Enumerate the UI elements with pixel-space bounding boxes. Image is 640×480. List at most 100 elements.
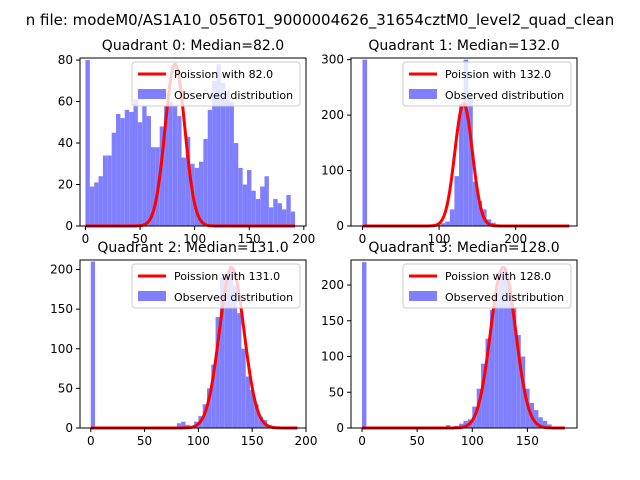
histogram-bar xyxy=(229,101,234,226)
histogram-bar xyxy=(116,114,121,226)
histogram-bar xyxy=(85,60,90,226)
histogram-bar xyxy=(142,105,147,226)
y-tick-label: 20 xyxy=(58,178,73,192)
histogram-bar xyxy=(503,267,508,428)
legend-bar-swatch xyxy=(138,291,166,301)
x-tick-label: 0 xyxy=(82,232,90,246)
histogram-bar xyxy=(281,209,287,226)
y-tick-label: 200 xyxy=(50,263,73,277)
histogram-bar xyxy=(254,404,259,428)
histogram-bar xyxy=(233,143,239,226)
histogram-bar xyxy=(516,335,521,428)
axes-frame xyxy=(350,57,578,227)
histogram-bar xyxy=(111,132,117,226)
histogram-bar xyxy=(542,420,548,428)
legend-box xyxy=(402,61,572,107)
histogram-bar xyxy=(181,157,186,226)
histogram-bar xyxy=(176,423,182,428)
histogram-bar xyxy=(507,285,512,428)
legend-label-poisson: Poission with 82.0 xyxy=(174,68,273,81)
histogram-bar xyxy=(89,186,95,226)
histogram-bar xyxy=(124,109,130,226)
histogram-bar xyxy=(255,199,261,226)
histogram-bar xyxy=(468,98,473,226)
plot-area xyxy=(361,262,566,430)
x-tick-label: 0 xyxy=(358,434,366,448)
legend-bar-swatch xyxy=(409,89,437,99)
subplot-quadrant-0: 0 50 100 150 200 0 20 40 60 80 Poission with 82.0 O… xyxy=(58,38,316,246)
legend-label-poisson: Poission with 131.0 xyxy=(174,270,280,283)
histogram-bar xyxy=(133,99,138,226)
histogram-bar xyxy=(534,410,539,428)
histogram-bar xyxy=(237,313,242,428)
histogram-bar xyxy=(251,190,256,226)
legend: Poission with 128.0 Observed distribution xyxy=(402,263,572,309)
histogram-bar xyxy=(164,105,169,226)
histogram-bar xyxy=(440,223,446,226)
histogram-bar xyxy=(241,348,246,428)
y-tick-label: 150 xyxy=(321,314,344,328)
axes-frame xyxy=(79,259,307,429)
histogram-bar xyxy=(273,199,278,226)
histogram-bar xyxy=(98,176,103,226)
legend-label-observed: Observed distribution xyxy=(445,291,564,304)
y-tick-label: 300 xyxy=(321,53,344,67)
legend-label-observed: Observed distribution xyxy=(445,89,564,102)
histogram-bar xyxy=(216,64,221,226)
legend-label-poisson: Poission with 132.0 xyxy=(445,68,551,81)
y-tick-label: 0 xyxy=(336,219,344,233)
histogram-bar xyxy=(250,389,255,428)
legend-label-poisson: Poission with 128.0 xyxy=(445,270,551,283)
y-tick-label: 200 xyxy=(321,108,344,122)
y-tick-label: 80 xyxy=(58,53,73,67)
y-tick-label: 0 xyxy=(65,421,73,435)
histogram-bar xyxy=(277,203,282,226)
histogram-bar xyxy=(538,417,543,428)
histogram-bar xyxy=(477,201,483,226)
histogram-bar xyxy=(146,116,151,226)
histogram-bar xyxy=(520,356,526,428)
histogram-bar xyxy=(211,364,216,428)
histogram-bar xyxy=(150,147,156,226)
x-tick-label: 0 xyxy=(87,434,95,448)
y-tick-label: 0 xyxy=(336,421,344,435)
histogram-bar xyxy=(215,317,220,428)
histogram-bar xyxy=(207,109,213,226)
histogram-bar xyxy=(194,167,200,226)
histogram-bar xyxy=(547,424,552,428)
subplot-title: Quadrant 0: Median=82.0 xyxy=(102,38,284,54)
x-tick-label: 100 xyxy=(461,434,484,448)
y-tick-label: 200 xyxy=(321,278,344,292)
histogram-bar xyxy=(219,277,225,428)
histogram-bar xyxy=(449,209,455,226)
subplot-title: Quadrant 3: Median=128.0 xyxy=(368,240,559,256)
histogram-bar xyxy=(362,262,367,428)
legend-bar-swatch xyxy=(138,89,166,99)
histogram-bar xyxy=(224,273,229,428)
histogram-bar xyxy=(459,104,464,226)
subplot-title: Quadrant 1: Median=132.0 xyxy=(368,38,559,54)
legend-box xyxy=(131,61,301,107)
histogram-bar xyxy=(90,261,96,428)
histogram-bar xyxy=(107,155,112,226)
x-tick-label: 150 xyxy=(238,232,261,246)
histogram-bar xyxy=(485,338,490,428)
histogram-bar xyxy=(94,182,99,226)
histogram-bar xyxy=(264,176,269,226)
histogram-bar xyxy=(286,194,291,226)
histogram-bar xyxy=(494,292,499,428)
histogram-bar xyxy=(185,136,191,226)
plot-area xyxy=(89,261,299,430)
axes-frame xyxy=(79,57,307,227)
histogram-bar xyxy=(102,155,108,226)
histogram-bar xyxy=(268,207,274,226)
subplot-title: Quadrant 2: Median=131.0 xyxy=(97,240,288,256)
histogram-bar xyxy=(498,270,504,428)
histogram-bar xyxy=(258,416,263,428)
histogram-bar xyxy=(472,181,478,226)
histogram-bar xyxy=(459,423,464,428)
histogram-bar xyxy=(247,170,252,226)
histogram-bar xyxy=(454,176,460,226)
histogram-bar xyxy=(511,306,517,428)
